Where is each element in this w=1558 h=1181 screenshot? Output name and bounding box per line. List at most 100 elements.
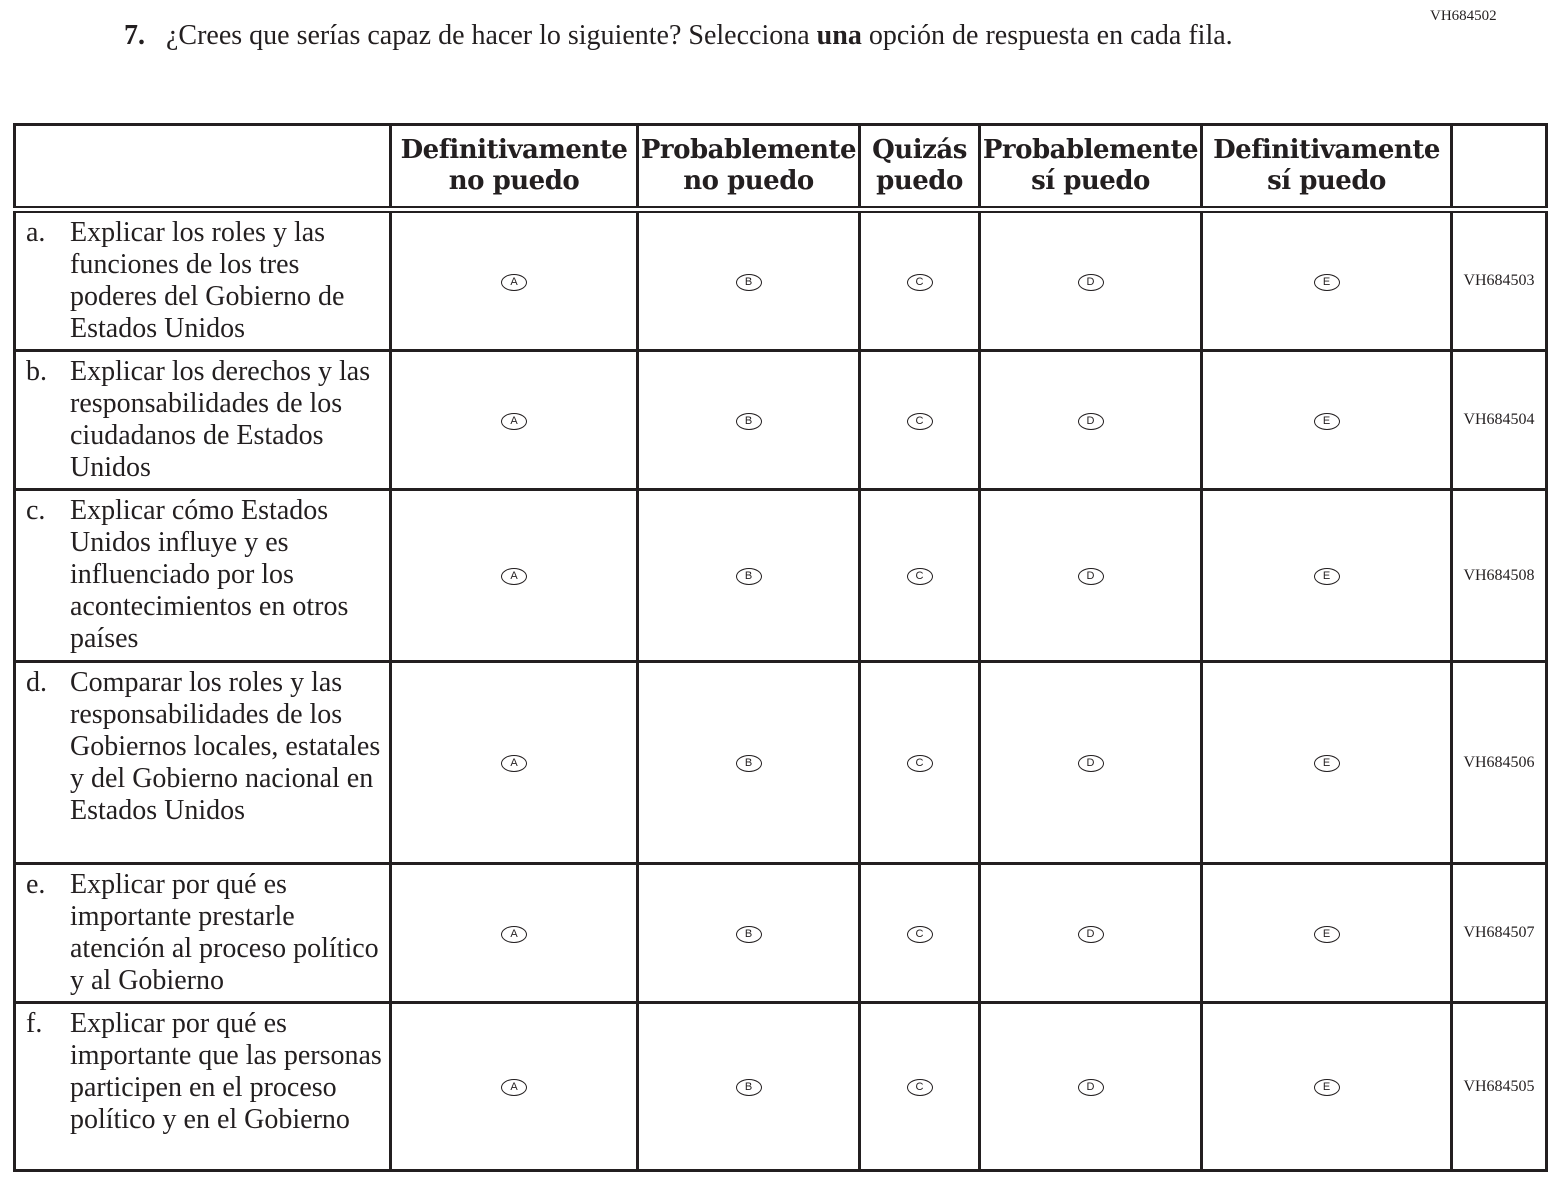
option-cell: B <box>636 208 861 352</box>
item-letter: e. <box>26 869 46 900</box>
table-row: c. Explicar cómo Estados Unidos influye y… <box>13 488 1548 663</box>
item-code: VH684503 <box>1450 208 1548 352</box>
option-cell: E <box>1200 208 1453 352</box>
column-header-line1: Probablemente <box>640 135 857 165</box>
column-header-line2: no puedo <box>683 166 814 196</box>
header-code-blank <box>1450 123 1548 213</box>
item-letter: c. <box>26 495 46 526</box>
item-code: VH684508 <box>1450 488 1548 663</box>
item-letter: a. <box>26 217 46 248</box>
option-cell: C <box>858 862 981 1004</box>
option-cell: C <box>858 488 981 663</box>
answer-bubble-b[interactable]: B <box>735 1079 762 1096</box>
answer-bubble-d[interactable]: D <box>1077 755 1104 772</box>
option-cell: B <box>636 660 861 865</box>
answer-bubble-e[interactable]: E <box>1313 568 1340 585</box>
question-text-emphasis: una <box>816 20 862 51</box>
column-header: Definitivamente no puedo <box>389 123 639 213</box>
option-cell: C <box>858 349 981 491</box>
answer-bubble-d[interactable]: D <box>1077 568 1104 585</box>
option-cell: B <box>636 488 861 663</box>
column-header-line1: Quizás <box>872 135 967 165</box>
item-code: VH684504 <box>1450 349 1548 491</box>
question-id: VH684502 <box>1430 8 1497 24</box>
option-cell: D <box>978 349 1203 491</box>
column-header: Probablemente no puedo <box>636 123 861 213</box>
answer-bubble-b[interactable]: B <box>735 568 762 585</box>
column-header: Probablemente sí puedo <box>978 123 1203 213</box>
answer-bubble-a[interactable]: A <box>501 568 527 585</box>
item-text: Explicar por qué es importante que las p… <box>70 1008 382 1135</box>
column-header-line1: Probablemente <box>982 135 1199 165</box>
option-cell: A <box>389 488 639 663</box>
item-text: Explicar los roles y las funciones de lo… <box>70 217 345 344</box>
option-cell: D <box>978 208 1203 352</box>
item-cell: d. Comparar los roles y las responsabilid… <box>13 660 392 865</box>
answer-bubble-e[interactable]: E <box>1313 412 1340 430</box>
answer-bubble-c[interactable]: C <box>906 412 933 430</box>
item-letter: b. <box>26 356 47 387</box>
item-cell: f. Explicar por qué es importante que las… <box>13 1001 392 1172</box>
answer-bubble-c[interactable]: C <box>906 755 933 772</box>
option-cell: A <box>389 1001 639 1172</box>
answer-bubble-d[interactable]: D <box>1077 1079 1104 1096</box>
response-grid: Definitivamente no puedo Probablemente no p… <box>13 123 1548 1172</box>
answer-bubble-b[interactable]: B <box>735 273 762 291</box>
table-row: f. Explicar por qué es importante que las… <box>13 1001 1548 1172</box>
item-letter: f. <box>26 1008 43 1039</box>
column-header-line2: no puedo <box>448 166 580 196</box>
option-cell: D <box>978 1001 1203 1172</box>
column-header-line2: sí puedo <box>1267 166 1386 196</box>
option-cell: D <box>978 660 1203 865</box>
answer-bubble-e[interactable]: E <box>1313 1079 1340 1096</box>
option-cell: E <box>1200 349 1453 491</box>
table-row: a. Explicar los roles y las funciones de … <box>13 208 1548 352</box>
table-row: e. Explicar por qué es importante prestar… <box>13 862 1548 1004</box>
answer-bubble-b[interactable]: B <box>735 412 762 430</box>
answer-bubble-c[interactable]: C <box>906 273 933 291</box>
header-blank <box>13 123 392 213</box>
column-header-line2: sí puedo <box>1031 166 1150 196</box>
answer-bubble-a[interactable]: A <box>501 755 527 772</box>
option-cell: B <box>636 1001 861 1172</box>
option-cell: A <box>389 349 639 491</box>
item-text: Explicar cómo Estados Unidos influye y e… <box>70 495 349 654</box>
option-cell: B <box>636 349 861 491</box>
item-text: Comparar los roles y las responsabilidad… <box>70 667 381 826</box>
answer-bubble-c[interactable]: C <box>906 568 933 585</box>
answer-bubble-b[interactable]: B <box>735 755 762 772</box>
answer-bubble-c[interactable]: C <box>906 925 933 943</box>
answer-bubble-b[interactable]: B <box>735 925 762 943</box>
answer-bubble-c[interactable]: C <box>906 1079 933 1096</box>
question-text-part: opción de respuesta en cada fila. <box>861 20 1233 51</box>
answer-bubble-d[interactable]: D <box>1077 925 1104 943</box>
item-code: VH684505 <box>1450 1001 1548 1172</box>
item-letter: d. <box>26 667 47 698</box>
column-header-line1: Definitivamente <box>400 135 628 165</box>
option-cell: A <box>389 208 639 352</box>
answer-bubble-e[interactable]: E <box>1313 925 1340 943</box>
option-cell: B <box>636 862 861 1004</box>
question-number: 7. <box>124 20 145 51</box>
answer-bubble-d[interactable]: D <box>1077 412 1104 430</box>
question-text-part: ¿Crees que serías capaz de hacer lo sigu… <box>166 20 817 51</box>
item-code: VH684506 <box>1450 660 1548 865</box>
answer-bubble-e[interactable]: E <box>1313 273 1340 291</box>
option-cell: E <box>1200 1001 1453 1172</box>
column-header: Definitivamente sí puedo <box>1200 123 1453 213</box>
answer-bubble-a[interactable]: A <box>501 412 527 430</box>
option-cell: C <box>858 208 981 352</box>
table-row: d. Comparar los roles y las responsabilid… <box>13 660 1548 865</box>
item-cell: c. Explicar cómo Estados Unidos influye y… <box>13 488 392 663</box>
option-cell: A <box>389 660 639 865</box>
option-cell: C <box>858 660 981 865</box>
answer-bubble-a[interactable]: A <box>501 273 527 291</box>
item-cell: e. Explicar por qué es importante prestar… <box>13 862 392 1004</box>
option-cell: E <box>1200 862 1453 1004</box>
item-cell: a. Explicar los roles y las funciones de … <box>13 208 392 352</box>
answer-bubble-a[interactable]: A <box>501 925 527 943</box>
option-cell: A <box>389 862 639 1004</box>
answer-bubble-e[interactable]: E <box>1313 755 1340 772</box>
answer-bubble-d[interactable]: D <box>1077 273 1104 291</box>
answer-bubble-a[interactable]: A <box>501 1079 527 1096</box>
